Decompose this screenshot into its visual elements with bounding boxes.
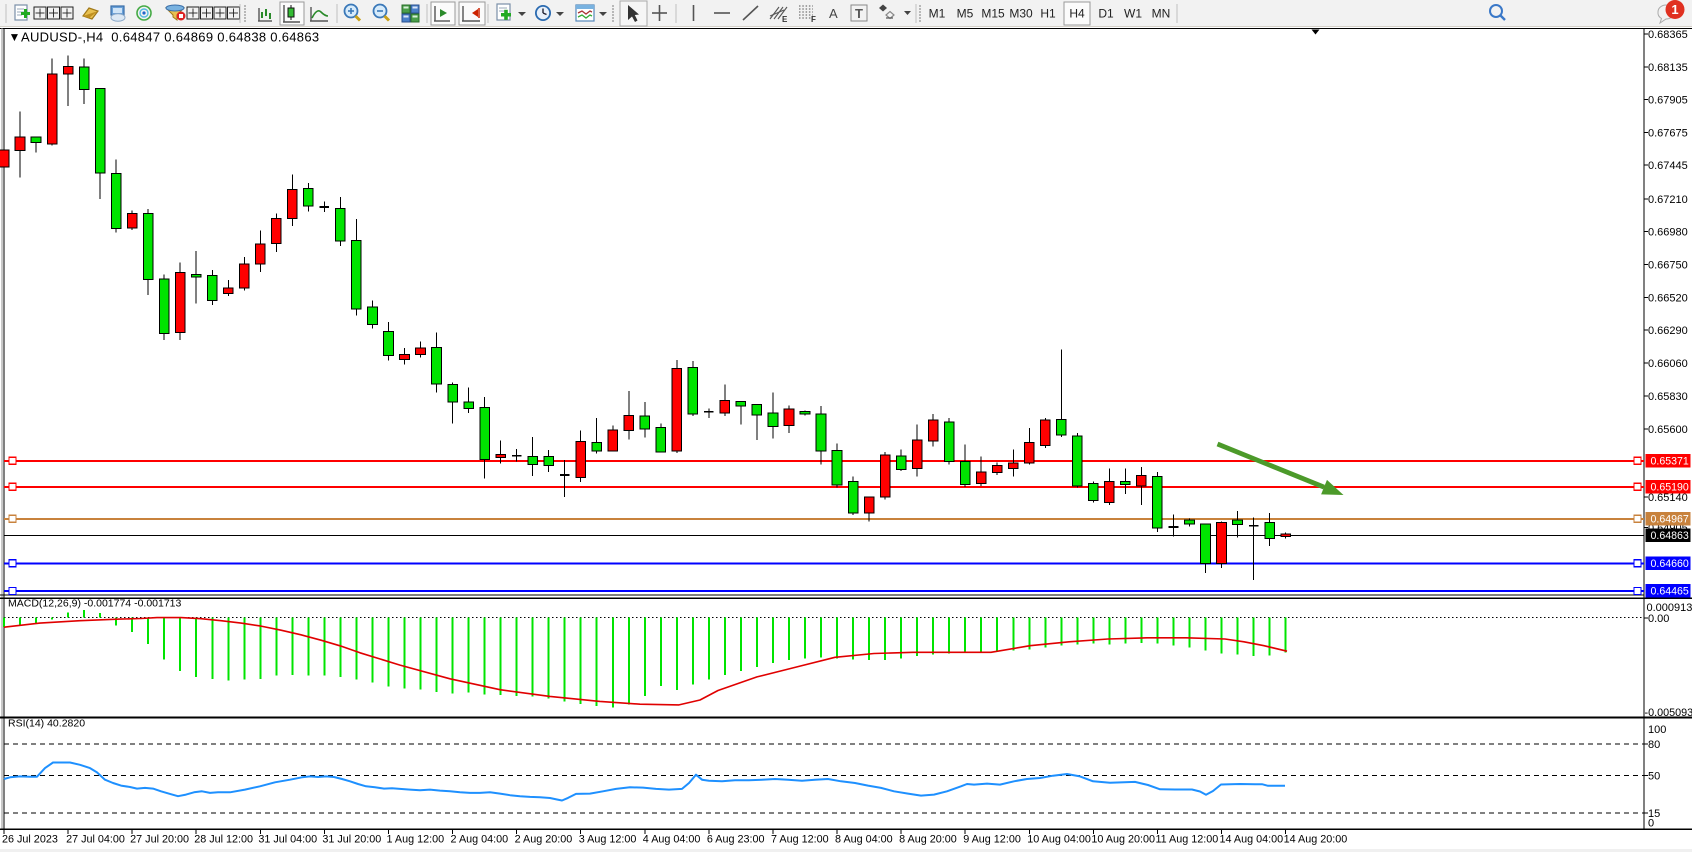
svg-text:0: 0 bbox=[1648, 818, 1654, 830]
svg-text:26 Jul 2023: 26 Jul 2023 bbox=[2, 834, 58, 846]
svg-text:0.66520: 0.66520 bbox=[1648, 292, 1688, 304]
svg-text:14 Aug 20:00: 14 Aug 20:00 bbox=[1284, 834, 1348, 846]
svg-text:50: 50 bbox=[1648, 771, 1660, 783]
svg-text:27 Jul 04:00: 27 Jul 04:00 bbox=[66, 834, 125, 846]
svg-text:0.64660: 0.64660 bbox=[1651, 558, 1689, 570]
svg-text:F: F bbox=[811, 15, 816, 24]
svg-text:RSI(14) 40.2820: RSI(14) 40.2820 bbox=[8, 718, 85, 730]
svg-text:14 Aug 04:00: 14 Aug 04:00 bbox=[1220, 834, 1284, 846]
svg-text:T: T bbox=[855, 6, 863, 21]
svg-text:M5: M5 bbox=[957, 7, 974, 21]
svg-text:0.66060: 0.66060 bbox=[1648, 358, 1688, 370]
svg-text:0.66750: 0.66750 bbox=[1648, 259, 1688, 271]
svg-text:31 Jul 04:00: 31 Jul 04:00 bbox=[258, 834, 317, 846]
svg-text:4 Aug 04:00: 4 Aug 04:00 bbox=[643, 834, 701, 846]
svg-text:M1: M1 bbox=[929, 7, 946, 21]
svg-text:2 Aug 20:00: 2 Aug 20:00 bbox=[515, 834, 573, 846]
svg-text:80: 80 bbox=[1648, 739, 1660, 751]
svg-text:0.64863: 0.64863 bbox=[1651, 530, 1689, 542]
svg-text:W1: W1 bbox=[1124, 7, 1142, 21]
svg-text:0.68135: 0.68135 bbox=[1648, 62, 1688, 74]
svg-text:A: A bbox=[829, 6, 838, 21]
svg-text:AUDUSD-,H4 0.64847 0.64869 0.: AUDUSD-,H4 0.64847 0.64869 0.64838 0.648… bbox=[21, 30, 319, 45]
svg-text:E: E bbox=[782, 15, 788, 24]
svg-text:15: 15 bbox=[1648, 808, 1660, 820]
svg-text:0.68365: 0.68365 bbox=[1648, 29, 1688, 41]
svg-text:3 Aug 12:00: 3 Aug 12:00 bbox=[579, 834, 637, 846]
svg-text:8 Aug 04:00: 8 Aug 04:00 bbox=[835, 834, 893, 846]
svg-text:0.65830: 0.65830 bbox=[1648, 391, 1688, 403]
svg-text:MN: MN bbox=[1152, 7, 1171, 21]
svg-text:D1: D1 bbox=[1098, 7, 1114, 21]
svg-text:1 Aug 12:00: 1 Aug 12:00 bbox=[386, 834, 444, 846]
svg-text:0.67905: 0.67905 bbox=[1648, 95, 1688, 107]
svg-text:27 Jul 20:00: 27 Jul 20:00 bbox=[130, 834, 189, 846]
svg-text:0.64465: 0.64465 bbox=[1651, 586, 1689, 598]
svg-text:0.66980: 0.66980 bbox=[1648, 227, 1688, 239]
svg-text:100: 100 bbox=[1648, 724, 1666, 736]
svg-text:8 Aug 20:00: 8 Aug 20:00 bbox=[899, 834, 957, 846]
svg-text:10 Aug 20:00: 10 Aug 20:00 bbox=[1091, 834, 1155, 846]
svg-text:11 Aug 12:00: 11 Aug 12:00 bbox=[1155, 834, 1218, 846]
svg-text:0.66290: 0.66290 bbox=[1648, 325, 1688, 337]
svg-text:0.64967: 0.64967 bbox=[1651, 514, 1689, 526]
svg-text:0.65190: 0.65190 bbox=[1651, 482, 1689, 494]
svg-text:28 Jul 12:00: 28 Jul 12:00 bbox=[194, 834, 253, 846]
svg-text:0.000913: 0.000913 bbox=[1647, 602, 1692, 614]
svg-text:H4: H4 bbox=[1069, 7, 1085, 21]
svg-text:M30: M30 bbox=[1009, 7, 1033, 21]
svg-text:9 Aug 12:00: 9 Aug 12:00 bbox=[963, 834, 1021, 846]
svg-text:MACD(12,26,9) -0.001774 -0.001: MACD(12,26,9) -0.001774 -0.001713 bbox=[8, 598, 182, 610]
svg-text:6 Aug 23:00: 6 Aug 23:00 bbox=[707, 834, 765, 846]
svg-text:H1: H1 bbox=[1040, 7, 1056, 21]
svg-text:0.65140: 0.65140 bbox=[1648, 492, 1688, 504]
svg-text:0.00: 0.00 bbox=[1648, 613, 1669, 625]
svg-text:7 Aug 12:00: 7 Aug 12:00 bbox=[771, 834, 829, 846]
svg-text:2 Aug 04:00: 2 Aug 04:00 bbox=[451, 834, 509, 846]
svg-text:M15: M15 bbox=[981, 7, 1005, 21]
svg-text:1: 1 bbox=[1671, 2, 1678, 17]
svg-text:-0.005093: -0.005093 bbox=[1645, 707, 1692, 719]
svg-text:31 Jul 20:00: 31 Jul 20:00 bbox=[322, 834, 381, 846]
svg-text:0.67675: 0.67675 bbox=[1648, 128, 1688, 140]
svg-text:0.65371: 0.65371 bbox=[1651, 456, 1689, 468]
svg-text:10 Aug 04:00: 10 Aug 04:00 bbox=[1027, 834, 1091, 846]
svg-text:0.67445: 0.67445 bbox=[1648, 160, 1688, 172]
svg-text:▼: ▼ bbox=[9, 30, 21, 44]
svg-text:0.65600: 0.65600 bbox=[1648, 424, 1688, 436]
svg-text:0.67210: 0.67210 bbox=[1648, 194, 1688, 206]
